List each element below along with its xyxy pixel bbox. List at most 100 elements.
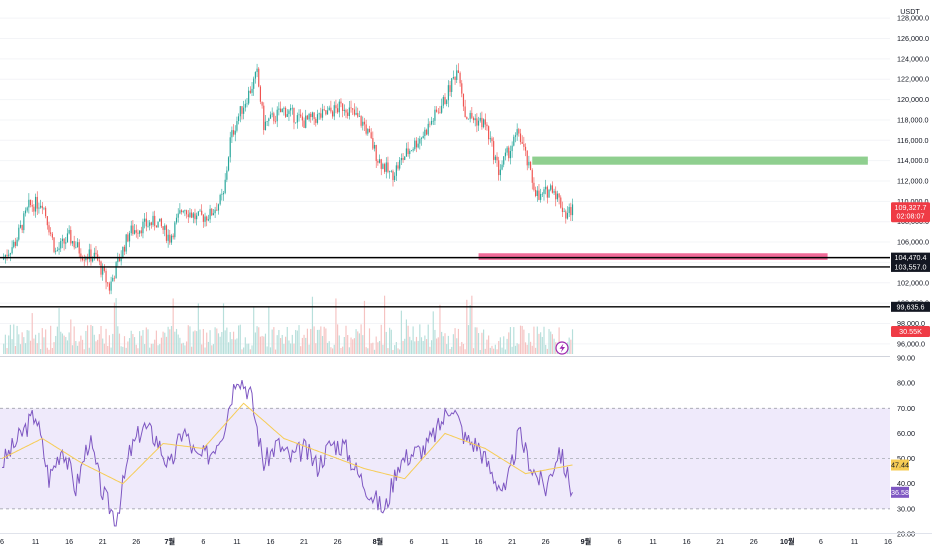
volume-bar [243, 347, 245, 354]
candle [390, 169, 392, 173]
volume-bar [9, 324, 11, 354]
candle [538, 183, 540, 201]
resistance-zone[interactable] [532, 156, 868, 165]
candle [169, 229, 171, 245]
volume-bar [337, 324, 339, 354]
candle [352, 108, 354, 116]
candle [273, 111, 275, 125]
volume-bar [436, 338, 438, 354]
volume-bar [506, 338, 508, 354]
candle [261, 101, 263, 109]
volume-bar [174, 331, 176, 354]
volume-bar [103, 343, 105, 354]
candle [206, 215, 208, 227]
candle [415, 137, 418, 153]
time-tick-label: 11 [649, 537, 656, 546]
rsi-line [1, 380, 573, 527]
volume-bar [61, 333, 64, 354]
volume-bar [483, 329, 485, 354]
volume-bar [186, 341, 188, 354]
horizontal-lines[interactable] [0, 256, 890, 308]
candle [226, 166, 228, 183]
candle [278, 102, 280, 116]
volume-bar [390, 329, 392, 354]
volume-bar [254, 332, 256, 354]
volume-bar [249, 349, 251, 354]
zones[interactable] [478, 156, 868, 260]
candle [279, 101, 282, 113]
candle [370, 128, 372, 139]
candle [399, 157, 401, 171]
candle [152, 211, 154, 227]
volume-bar [224, 330, 226, 354]
candle [452, 70, 454, 80]
candle [177, 208, 179, 223]
candle [113, 275, 116, 282]
volume-bar [370, 343, 372, 354]
volume-bar [155, 330, 157, 354]
volume-bar [170, 326, 173, 354]
volume-bar [536, 326, 538, 354]
time-tick-label: 16 [683, 537, 691, 546]
candle [259, 85, 262, 105]
volume-bar [38, 332, 40, 354]
candle [345, 108, 347, 119]
candle [571, 198, 574, 222]
candle [249, 86, 251, 94]
time-axis[interactable]: 6 11 16 21 26 7월 6 11 16 21 26 8월 6 11 16 21 26 9월 6 11 16 21… [0, 537, 892, 546]
candle [556, 190, 559, 202]
candle [281, 108, 283, 113]
candle [295, 122, 297, 124]
candle [14, 237, 17, 249]
price-gridlines [0, 17, 890, 345]
candle [85, 255, 87, 262]
candle [395, 162, 397, 182]
volume-bar [259, 336, 262, 354]
volume-bar [410, 340, 413, 354]
candle [551, 181, 553, 194]
rsi-tick-label: 30.00 [897, 504, 915, 513]
candle [513, 134, 515, 147]
volume-bar [172, 298, 174, 354]
candle [471, 107, 473, 119]
volume-bar [120, 346, 122, 354]
volume-bar [197, 303, 199, 354]
volume-bar [528, 333, 530, 354]
candle [167, 229, 169, 248]
candle [81, 255, 84, 262]
candle [6, 249, 8, 261]
volume-bar [46, 347, 48, 354]
price-pane[interactable] [0, 17, 890, 355]
volume-bar [117, 326, 119, 354]
rsi-pane[interactable] [0, 380, 890, 527]
volume-bar [31, 313, 33, 354]
volume-bar [417, 340, 419, 354]
volume-bar [127, 341, 129, 354]
candle [157, 221, 159, 228]
volume-bar [88, 347, 90, 354]
price-tick-label: 102,000.0 [897, 278, 929, 287]
support-zone[interactable] [478, 253, 828, 260]
candle [251, 82, 253, 97]
volume-bar [437, 337, 439, 354]
candle [442, 95, 444, 109]
volume-bar [90, 324, 92, 354]
volume-bar [55, 335, 57, 354]
volume-bar [427, 324, 429, 354]
candle [441, 98, 443, 114]
volume-bar [216, 328, 218, 354]
volume-bar [102, 338, 104, 354]
volume-bar [160, 337, 163, 354]
candle [305, 109, 307, 129]
candle [90, 244, 92, 266]
volume-bar [98, 334, 100, 354]
candle [347, 109, 349, 119]
candle [127, 232, 129, 243]
volume-bar [476, 327, 478, 354]
candle [8, 249, 10, 258]
bolt-icon[interactable] [555, 341, 569, 355]
volume-bar [360, 324, 362, 354]
volume-bar [489, 347, 491, 354]
svg-text:47.44: 47.44 [891, 461, 909, 470]
